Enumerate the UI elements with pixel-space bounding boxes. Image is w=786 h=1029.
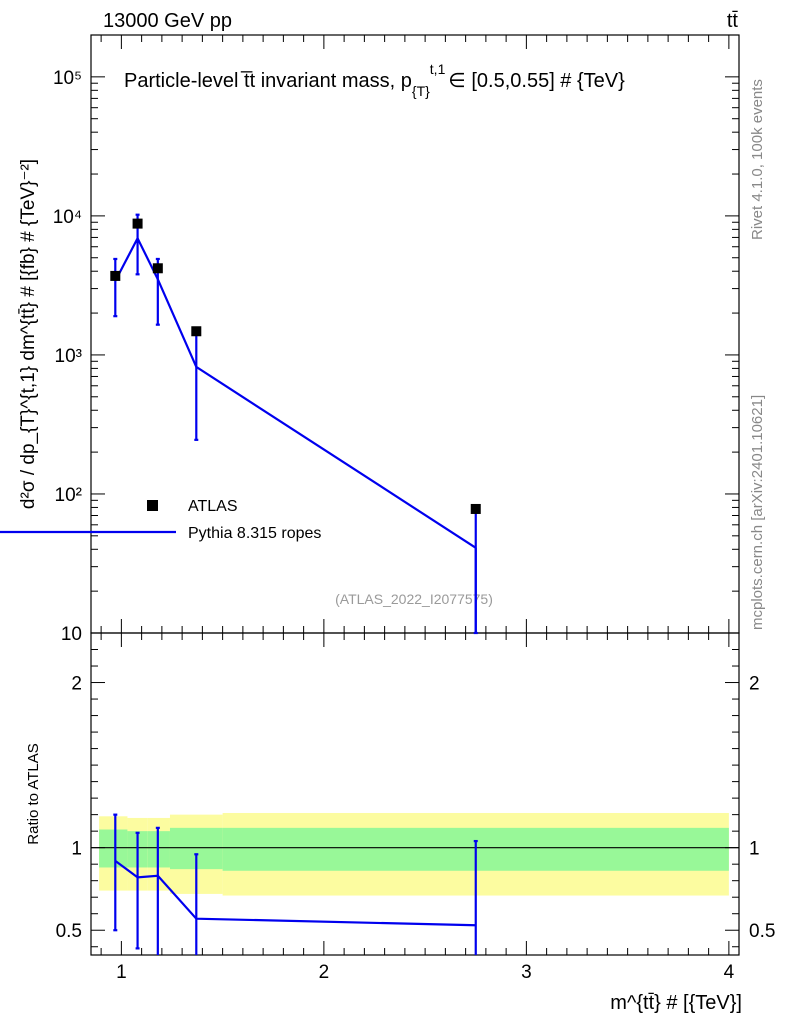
header-left: 13000 GeV pp [103,10,232,32]
header-right: tt̄ [727,10,739,32]
plot-title-tail: ∈ [0.5,0.55] # {TeV} [448,70,625,92]
plot-title-main: Particle-level t̅t invariant mass, p [124,70,412,92]
ratio-y-tick-label-right: 1 [749,839,760,860]
legend-label-atlas: ATLAS [188,498,238,515]
plot-title-sub: {T} [412,83,430,99]
main-y-tick-label: 10² [55,485,82,506]
x-tick-label: 1 [116,962,127,983]
ratio-y-axis-label: Ratio to ATLAS [25,743,42,844]
atlas-data-point [152,263,163,274]
legend-label-pythia: Pythia 8.315 ropes [188,525,321,542]
ratio-y-tick-label: 1 [71,839,82,860]
x-tick-label: 2 [319,962,330,983]
ratio-y-tick-label-right: 0.5 [749,921,775,942]
atlas-data-point [110,270,121,281]
x-tick-label: 3 [521,962,532,983]
atlas-data-point [132,218,143,229]
main-y-tick-label: 10⁴ [53,207,82,228]
ratio-y-tick-label: 0.5 [56,921,82,942]
ratio-uncertainty-bands [99,812,729,896]
ratio-y-tick-label: 2 [71,674,82,695]
ratio-y-tick-label-right: 2 [749,674,760,695]
ratio-band-inner [99,829,128,868]
atlas-data-point [191,326,202,337]
main-axis-ticks: 10 10² 10³ 10⁴ 10⁵ [53,34,739,645]
analysis-watermark: (ATLAS_2022_I2077575) [335,591,493,607]
ratio-plot-frame [90,632,740,956]
rivet-version-label: Rivet 4.1.0, 100k events [749,79,766,240]
ratio-axis-ticks: 1 2 3 4 0.5 0.5 1 1 2 2 [56,633,775,983]
main-plot-series [110,213,481,635]
atlas-data-point [470,503,481,514]
legend-marker-atlas [147,500,158,511]
main-y-axis-label: d²σ / dp_{T}^{t,1} dm^{tt̄} # [{fb} # {T… [18,159,39,509]
plot-title-sup: t,1 [430,61,446,77]
main-y-tick-label: 10⁵ [53,68,82,89]
plot-title: Particle-level t̅t invariant mass, p{T}t… [124,61,625,99]
x-tick-label: 4 [724,962,735,983]
x-axis-label: m^{tt̄} # [{TeV}] [610,992,742,1014]
legend: ATLAS Pythia 8.315 ropes [0,498,321,542]
mcplots-label: mcplots.cern.ch [arXiv:2401.10621] [749,395,766,630]
main-y-tick-label: 10 [61,624,82,645]
ratio-plot-series [113,813,478,955]
main-y-tick-label: 10³ [55,346,82,367]
